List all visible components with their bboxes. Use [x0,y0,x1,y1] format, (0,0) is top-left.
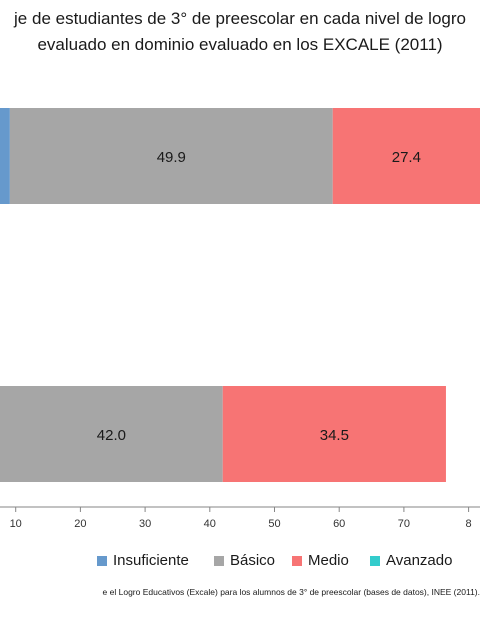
legend-swatch-avanzado [370,555,380,566]
data-label-2-2: 42.0 [97,427,126,444]
x-tick-label-2: 20 [74,518,86,530]
legend-swatch-medio [292,555,302,566]
legend-label-medio: Medio [308,552,349,569]
x-tick-label-1: 10 [10,518,22,530]
legend-item-insuficiente: Insuficiente [97,552,189,569]
legend-swatch-insuficiente [97,555,107,566]
bar-1-bsico [9,108,333,204]
legend-item-medio: Medio [292,552,349,569]
x-tick-label-4: 40 [204,518,216,530]
chart-source-note: e el Logro Educativos (Excale) para los … [102,587,480,597]
bar-2-medio [222,386,446,482]
bar-2-bsico [0,386,223,482]
legend-label-insuficiente: Insuficiente [113,552,189,569]
data-label-1-3: 27.4 [392,149,421,166]
chart-title-line-1: je de estudiantes de 3° de preescolar en… [14,9,466,28]
x-tick-label-3: 30 [139,518,151,530]
legend-label-avanzado: Avanzado [386,552,453,569]
x-tick-label-6: 60 [333,518,345,530]
bar-1-medio [332,108,480,204]
chart-title-line-2: evaluado en dominio evaluado en los EXCA… [37,35,443,54]
legend-swatch-basico [214,555,224,566]
legend-item-basico: Básico [214,552,275,569]
chart-title: je de estudiantes de 3° de preescolar en… [0,6,480,66]
x-tick-label-7: 70 [398,518,410,530]
data-label-1-2: 49.9 [157,149,186,166]
chart-legend: Insuficiente Básico Medio Avanzado [0,552,480,572]
legend-label-basico: Básico [230,552,276,569]
legend-item-avanzado: Avanzado [370,552,452,569]
x-tick-label-5: 50 [268,518,280,530]
bar-1-insuficiente [0,108,10,204]
data-label-2-3: 34.5 [320,427,349,444]
x-tick-label-8: 8 [466,518,472,530]
